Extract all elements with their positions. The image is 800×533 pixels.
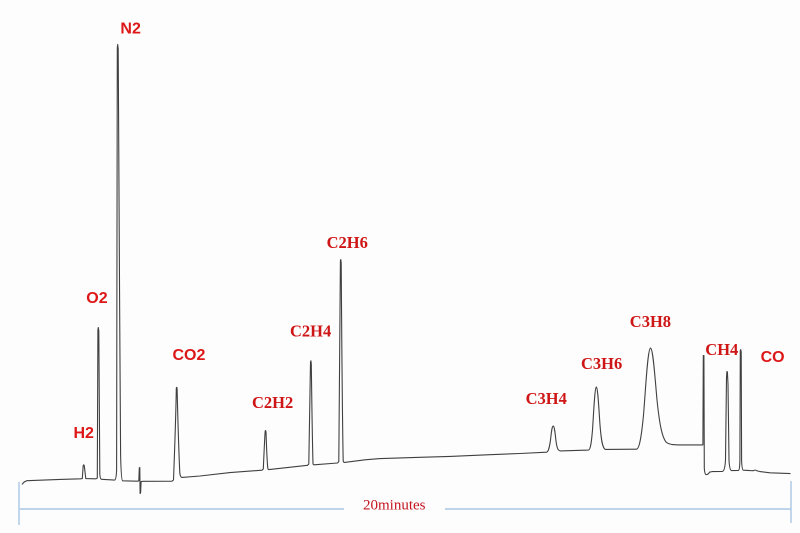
svg-text:C2H6: C2H6 xyxy=(327,233,368,252)
svg-text:C2H4: C2H4 xyxy=(290,322,331,341)
svg-text:CH4: CH4 xyxy=(705,340,738,359)
svg-text:CO2: CO2 xyxy=(173,347,206,364)
svg-text:O2: O2 xyxy=(86,290,107,307)
svg-text:C2H2: C2H2 xyxy=(252,393,293,412)
svg-text:H2: H2 xyxy=(74,425,95,442)
svg-text:C3H8: C3H8 xyxy=(630,312,671,331)
svg-text:N2: N2 xyxy=(120,20,141,37)
svg-text:CO: CO xyxy=(761,349,785,366)
svg-text:C3H6: C3H6 xyxy=(581,354,622,373)
svg-text:C3H4: C3H4 xyxy=(526,389,567,408)
svg-text:20minutes: 20minutes xyxy=(363,498,426,514)
